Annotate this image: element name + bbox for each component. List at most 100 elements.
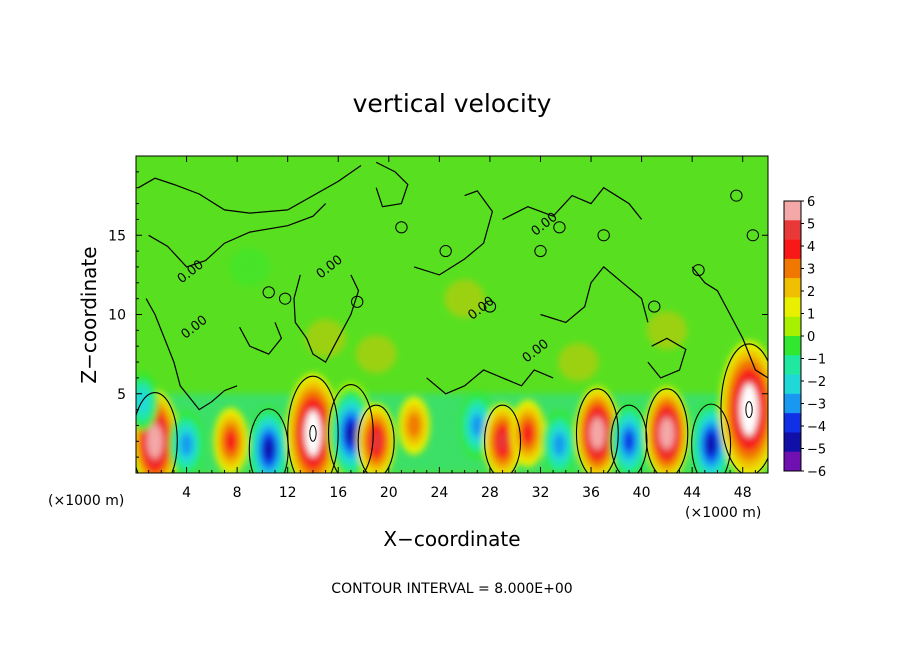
updraft-cell xyxy=(719,340,768,473)
updraft-cell xyxy=(644,386,689,473)
contour-island xyxy=(746,229,760,242)
colorbar-tick-label: −1 xyxy=(807,353,826,368)
updraft-cell xyxy=(575,386,620,473)
x-axis-unit: (×1000 m) xyxy=(685,505,761,521)
zero-contour-line xyxy=(540,266,649,324)
cell-contour xyxy=(357,404,395,473)
zero-contour-line xyxy=(426,369,554,395)
x-tick-label: 8 xyxy=(233,485,242,501)
zero-contour-line xyxy=(148,203,327,268)
core-contour xyxy=(745,401,753,419)
contour-island xyxy=(483,300,497,313)
x-tick-label: 20 xyxy=(380,485,398,501)
contour-island xyxy=(439,245,452,258)
x-tick-label: 48 xyxy=(734,485,752,501)
velocity-field xyxy=(136,156,768,473)
y-tick-label: 10 xyxy=(108,308,126,324)
chart-title: vertical velocity xyxy=(353,89,552,118)
zero-contour-line xyxy=(145,298,238,411)
zero-contour-line xyxy=(293,274,360,363)
colorbar-swatch xyxy=(784,201,801,221)
cell-contour xyxy=(484,404,522,473)
colorbar-swatch xyxy=(784,432,801,453)
zero-contour-line xyxy=(502,186,643,220)
colorbar: 6 5 4 3 2 1 0 −1 −2 −3 −4 −5 −6 xyxy=(783,195,826,480)
zero-contour-line xyxy=(647,337,687,379)
colorbar-swatch xyxy=(784,278,801,298)
colorbar-tick-label: 2 xyxy=(807,285,815,300)
colorbar-swatch xyxy=(784,355,801,375)
colorbar-tick-label: 5 xyxy=(807,218,815,233)
weak-anomaly xyxy=(558,343,599,382)
colorbar-swatch xyxy=(784,374,801,395)
core-contour xyxy=(309,424,317,442)
contour-interval-note: CONTOUR INTERVAL = 8.000E+00 xyxy=(331,581,572,597)
zero-contour-line xyxy=(375,161,409,208)
colorbar-swatch xyxy=(784,336,801,356)
x-tick-label: 24 xyxy=(430,485,448,501)
weak-anomaly xyxy=(646,311,688,350)
cell-contour xyxy=(328,384,374,473)
y-axis-label: Z−coordinate xyxy=(77,246,101,383)
contour-island xyxy=(553,221,566,234)
contour-island xyxy=(534,245,547,258)
zero-contour-line xyxy=(239,322,283,355)
plot-area: 0.000.000.000.000.000.00 4 8 12 16 20 24 28 32 3… xyxy=(108,155,769,501)
downdraft-cell xyxy=(610,403,648,473)
downdraft-cell xyxy=(169,410,204,473)
zero-contour-line xyxy=(138,165,362,214)
x-tick-label: 12 xyxy=(279,485,297,501)
contour-island xyxy=(648,300,661,313)
colorbar-swatch xyxy=(784,451,801,472)
cell-contour xyxy=(575,388,619,473)
weak-anomaly xyxy=(305,319,346,358)
cell-contour xyxy=(610,404,648,473)
updraft-cell xyxy=(286,373,340,473)
updraft-cell xyxy=(398,396,431,455)
colorbar-tick-label: 1 xyxy=(807,308,815,323)
zero-contour-line xyxy=(691,266,768,379)
x-axis-label: X−coordinate xyxy=(383,527,520,551)
cell-contour xyxy=(720,343,768,473)
downdraft-cell xyxy=(459,391,495,460)
cell-contour xyxy=(287,375,339,473)
y-axis-unit: (×1000 m) xyxy=(48,493,124,509)
colorbar-tick-label: −6 xyxy=(807,465,826,480)
colorbar-swatch xyxy=(784,239,801,260)
cell-contour xyxy=(691,403,732,473)
colorbar-swatch xyxy=(784,316,801,337)
colorbar-tick-label: 6 xyxy=(807,195,815,210)
colorbar-tick-label: −5 xyxy=(807,443,826,458)
updraft-cell xyxy=(510,399,546,467)
contour-island xyxy=(278,292,292,305)
colorbar-swatch xyxy=(784,297,801,318)
x-tick-label: 28 xyxy=(481,485,499,501)
contour-island xyxy=(692,264,705,277)
colorbar-tick-label: −4 xyxy=(807,420,826,435)
weak-anomaly xyxy=(355,335,397,374)
cell-contour xyxy=(136,391,178,473)
colorbar-tick-label: 0 xyxy=(807,330,815,345)
colorbar-tick-label: −3 xyxy=(807,398,826,413)
contour-island xyxy=(351,295,364,308)
contour-island xyxy=(597,229,610,242)
updraft-cell xyxy=(213,407,249,473)
colorbar-swatch xyxy=(784,393,801,414)
x-tick-label: 40 xyxy=(633,485,651,501)
x-tick-label: 16 xyxy=(329,485,347,501)
colorbar-tick-label: 3 xyxy=(807,263,815,278)
downdraft-cell xyxy=(248,406,290,473)
updraft-cell xyxy=(357,403,396,473)
colorbar-tick-label: 4 xyxy=(807,240,815,255)
y-axis-ticks: 5 10 15 xyxy=(108,171,768,458)
colorbar-swatch xyxy=(784,220,801,240)
x-tick-label: 36 xyxy=(582,485,600,501)
x-axis-ticks: 4 8 12 16 20 24 28 32 36 40 44 48 xyxy=(148,156,769,501)
downdraft-cell xyxy=(136,372,159,431)
x-tick-label: 4 xyxy=(182,485,191,501)
x-tick-label: 44 xyxy=(683,485,701,501)
y-tick-label: 5 xyxy=(117,387,126,403)
colorbar-swatch xyxy=(784,258,801,279)
contour-island xyxy=(730,189,743,202)
cell-contour xyxy=(645,388,689,473)
